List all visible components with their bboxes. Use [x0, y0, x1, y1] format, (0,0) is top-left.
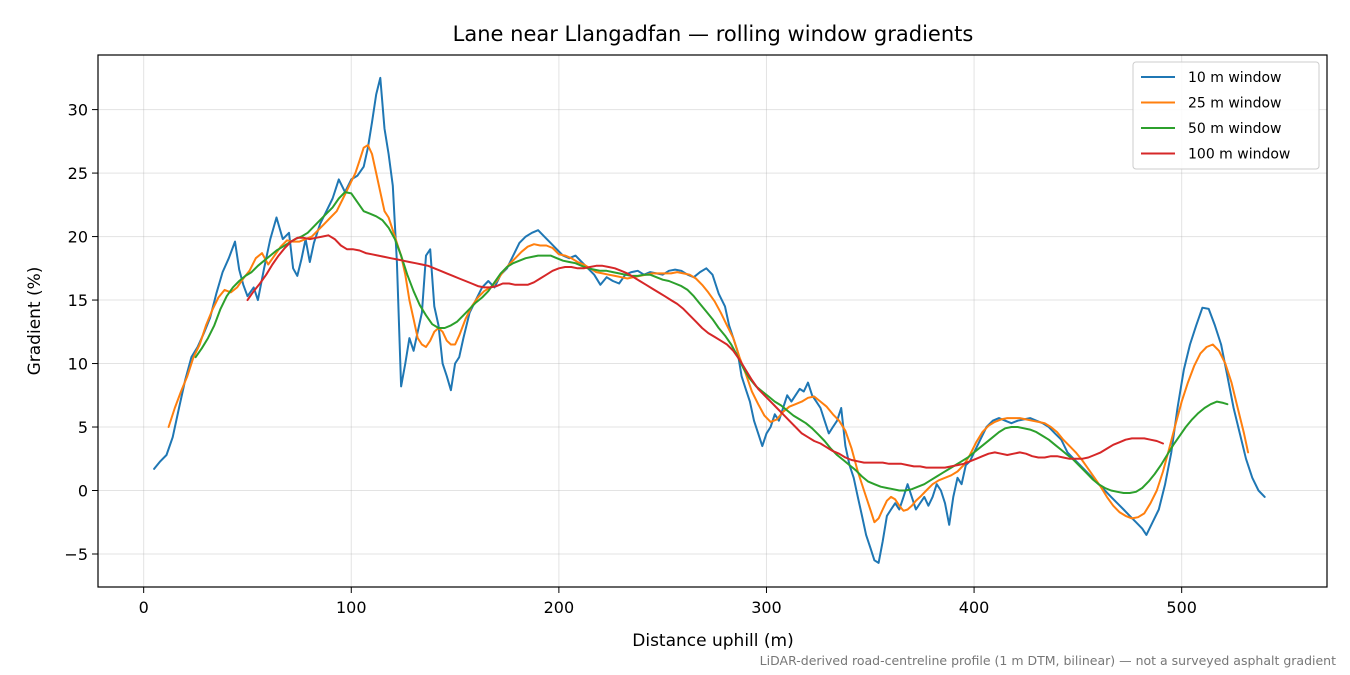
x-axis-ticks: 0 100 200 300 400 500 [139, 587, 1197, 617]
y-tick-label: 0 [78, 482, 88, 501]
x-tick-label: 100 [336, 598, 367, 617]
x-tick-label: 200 [544, 598, 575, 617]
y-tick-label: −5 [64, 545, 88, 564]
y-axis-label: Gradient (%) [25, 267, 45, 376]
series-line-2 [167, 144, 1250, 524]
x-axis-label: Distance uphill (m) [632, 631, 793, 651]
legend-label-1: 10 m window [1188, 70, 1281, 86]
legend-label-2: 25 m window [1188, 96, 1281, 112]
legend-box [1132, 61, 1320, 170]
y-tick-label: 15 [68, 291, 88, 310]
y-tick-label: 5 [78, 418, 88, 437]
legend-label-3: 50 m window [1188, 121, 1281, 137]
plot-frame [97, 54, 1328, 588]
footnote: LiDAR-derived road-centreline profile (1… [760, 653, 1336, 668]
series-line-4 [246, 234, 1164, 469]
y-tick-label: 25 [68, 164, 88, 183]
y-axis-ticks: −5 0 5 10 15 20 25 30 [64, 101, 98, 564]
x-tick-label: 400 [959, 598, 990, 617]
y-tick-label: 30 [68, 101, 88, 120]
series-layer [153, 76, 1266, 564]
series-line-3 [194, 191, 1229, 494]
y-tick-label: 10 [68, 355, 88, 374]
x-tick-label: 0 [139, 598, 149, 617]
x-tick-label: 300 [751, 598, 782, 617]
chart-title: Lane near Llangadfan — rolling window gr… [453, 22, 974, 46]
legend-label-4: 100 m window [1188, 147, 1290, 163]
legend: 10 m window 25 m window 50 m window 100 m w… [1132, 61, 1320, 170]
y-tick-label: 20 [68, 228, 88, 247]
x-tick-label: 500 [1166, 598, 1197, 617]
